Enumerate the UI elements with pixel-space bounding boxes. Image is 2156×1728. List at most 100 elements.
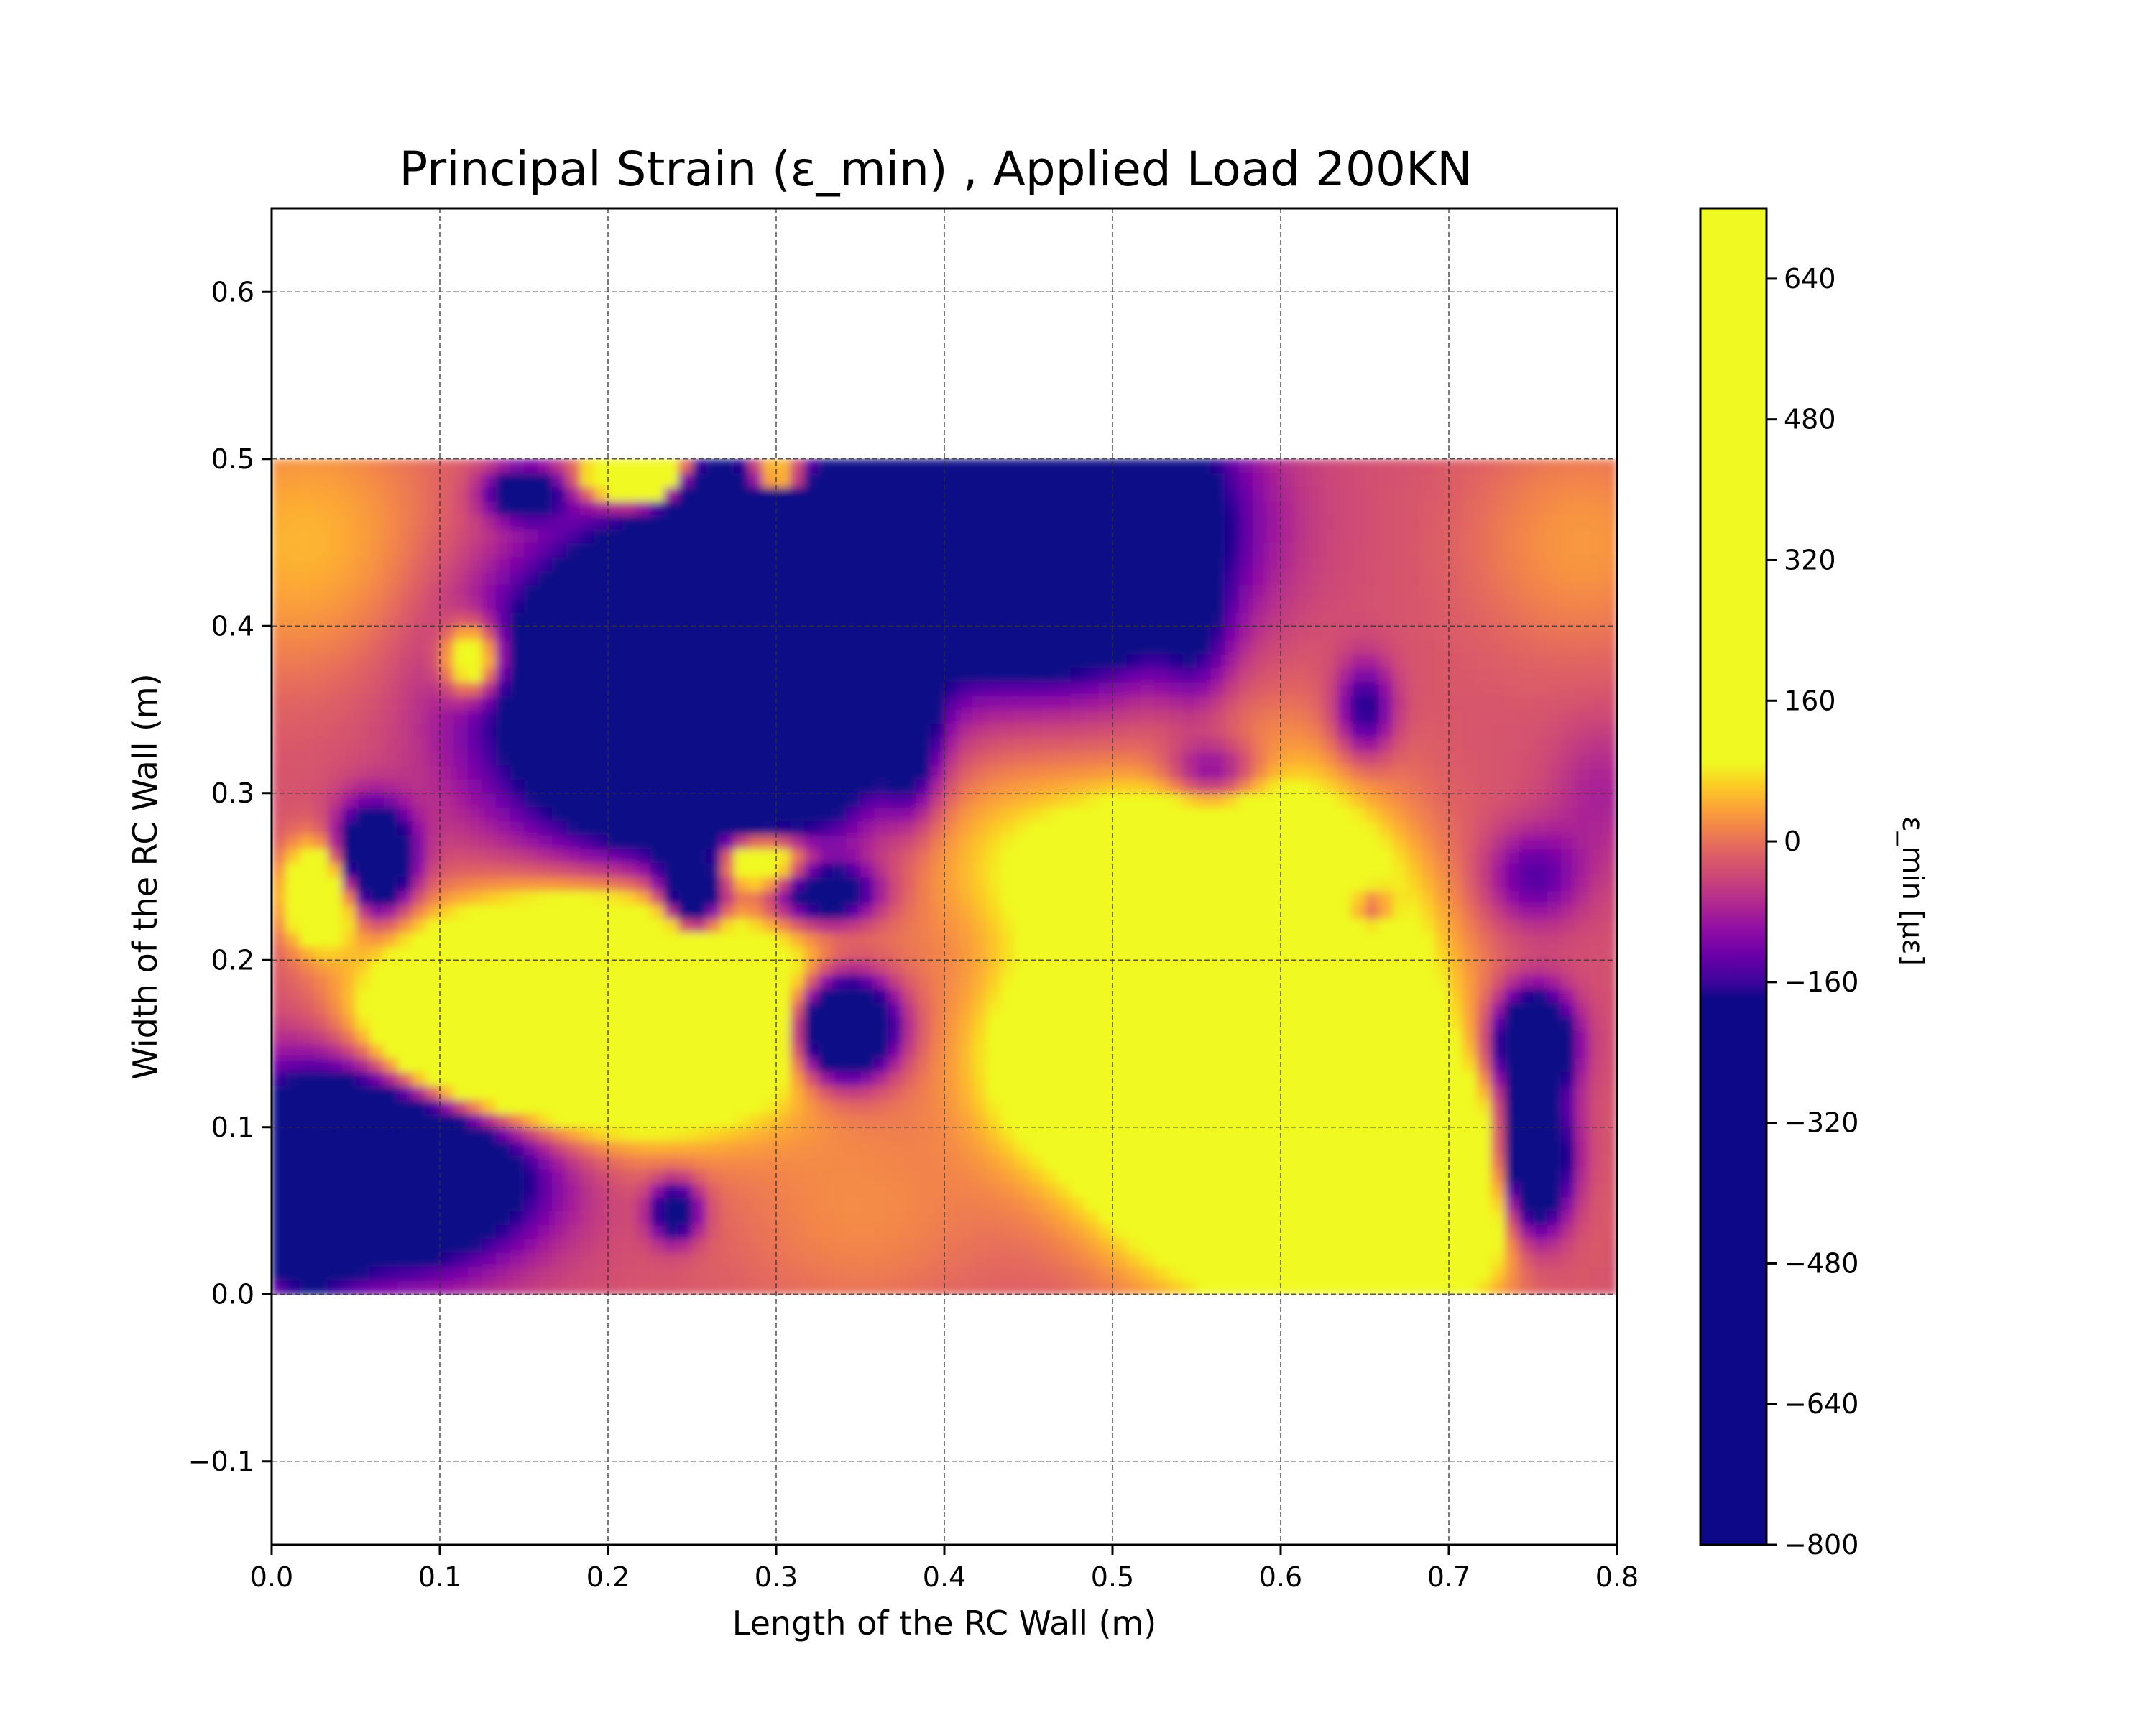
field-cell: [720, 1085, 735, 1100]
field-cell: [1309, 1141, 1324, 1156]
field-cell: [1491, 626, 1506, 641]
field-cell: [328, 834, 343, 850]
field-cell: [1014, 974, 1029, 989]
field-cell: [1462, 946, 1478, 961]
field-cell: [1042, 1196, 1057, 1211]
field-cell: [1406, 667, 1422, 683]
field-cell: [846, 862, 861, 877]
field-cell: [1603, 960, 1617, 975]
field-cell: [453, 1057, 469, 1073]
field-cell: [1519, 807, 1534, 822]
field-cell: [846, 654, 861, 669]
field-cell: [846, 584, 861, 599]
field-cell: [425, 1057, 441, 1073]
field-cell: [1365, 1155, 1380, 1170]
field-cell: [958, 862, 973, 877]
field-cell: [1169, 946, 1184, 961]
field-cell: [524, 639, 539, 655]
field-cell: [580, 849, 595, 864]
field-cell: [1406, 946, 1422, 961]
field-cell: [496, 709, 511, 724]
field-cell: [818, 1085, 833, 1100]
field-cell: [1337, 1127, 1352, 1142]
field-cell: [369, 1071, 384, 1086]
field-cell: [1266, 584, 1281, 599]
field-cell: [341, 626, 356, 641]
field-cell: [1589, 696, 1604, 711]
field-cell: [356, 626, 371, 641]
field-cell: [958, 639, 973, 655]
field-cell: [594, 821, 609, 836]
field-cell: [846, 1238, 861, 1253]
field-cell: [650, 737, 665, 752]
field-cell: [1000, 974, 1015, 989]
field-cell: [790, 793, 805, 808]
field-cell: [1028, 737, 1044, 752]
field-cell: [1322, 598, 1337, 613]
field-cell: [1309, 932, 1324, 947]
field-cell: [1337, 1196, 1352, 1211]
field-cell: [720, 1141, 735, 1156]
field-cell: [608, 709, 623, 724]
field-cell: [1028, 849, 1044, 864]
field-cell: [1462, 1071, 1478, 1086]
field-cell: [1197, 821, 1212, 836]
field-cell: [1182, 1168, 1197, 1184]
field-cell: [986, 1071, 1001, 1086]
field-cell: [706, 1183, 721, 1198]
field-cell: [538, 639, 553, 655]
field-cell: [664, 1099, 679, 1114]
field-cell: [384, 1099, 399, 1114]
field-cell: [1126, 834, 1141, 850]
field-cell: [636, 849, 651, 864]
field-cell: [356, 598, 371, 613]
field-cell: [692, 1002, 707, 1017]
field-cell: [902, 1113, 917, 1128]
field-cell: [1169, 611, 1184, 627]
field-cell: [874, 988, 889, 1003]
field-cell: [1014, 1196, 1029, 1211]
field-cell: [790, 1168, 805, 1184]
field-cell: [1281, 1085, 1296, 1100]
field-cell: [664, 1280, 679, 1295]
field-cell: [552, 1238, 567, 1253]
field-cell: [664, 1196, 679, 1211]
field-cell: [804, 890, 819, 905]
field-cell: [1575, 932, 1590, 947]
field-cell: [1505, 1085, 1520, 1100]
field-cell: [776, 821, 791, 836]
field-cell: [341, 1099, 356, 1114]
field-cell: [874, 1071, 889, 1086]
field-cell: [341, 1057, 356, 1073]
field-cell: [1210, 584, 1225, 599]
field-cell: [1309, 737, 1324, 752]
field-cell: [930, 751, 945, 766]
field-cell: [1603, 709, 1617, 724]
field-cell: [748, 1057, 763, 1073]
field-cell: [678, 877, 693, 892]
field-cell: [384, 862, 399, 877]
field-cell: [300, 584, 315, 599]
field-cell: [369, 1043, 384, 1058]
field-cell: [1533, 1085, 1548, 1100]
field-cell: [1281, 570, 1296, 585]
field-cell: [440, 1155, 455, 1170]
field-cell: [440, 1030, 455, 1045]
field-cell: [538, 918, 553, 933]
field-cell: [468, 1280, 483, 1295]
field-cell: [664, 765, 679, 780]
field-cell: [1462, 1211, 1478, 1226]
field-cell: [1561, 1155, 1576, 1170]
field-cell: [1098, 1071, 1113, 1086]
field-cell: [1491, 1113, 1506, 1128]
field-cell: [1350, 1183, 1365, 1198]
field-cell: [356, 1099, 371, 1114]
field-cell: [832, 877, 847, 892]
field-cell: [1350, 1238, 1365, 1253]
field-cell: [860, 765, 875, 780]
field-cell: [1421, 988, 1436, 1003]
field-cell: [622, 974, 637, 989]
field-cell: [1266, 1252, 1281, 1267]
field-cell: [1434, 667, 1450, 683]
field-cell: [1533, 737, 1548, 752]
